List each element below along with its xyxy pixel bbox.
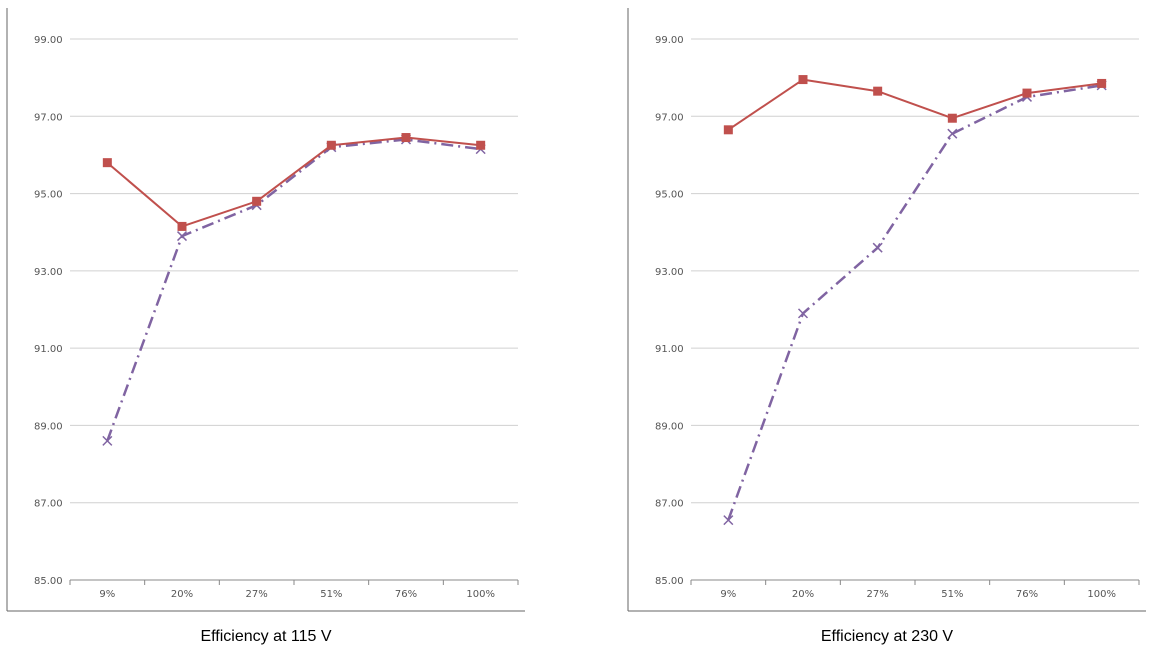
data-point-square xyxy=(1022,88,1032,98)
series-line-solid xyxy=(106,136,481,228)
data-point-x xyxy=(723,515,734,526)
data-point-square xyxy=(476,140,486,150)
x-tick-label: 100% xyxy=(1087,589,1116,600)
x-tick-label: 76% xyxy=(1016,589,1038,600)
series-line-dashdot xyxy=(106,138,481,442)
y-tick-label: 91.00 xyxy=(34,344,63,355)
y-tick-label: 95.00 xyxy=(655,190,684,201)
y-tick-label: 87.00 xyxy=(34,499,63,510)
x-tick-label: 20% xyxy=(171,589,193,600)
data-point-x xyxy=(102,435,113,446)
series-line-solid xyxy=(727,78,1102,131)
x-tick-label: 27% xyxy=(246,589,268,600)
y-tick-label: 89.00 xyxy=(34,421,63,432)
y-tick-label: 99.00 xyxy=(34,35,63,46)
y-tick-label: 87.00 xyxy=(655,499,684,510)
efficiency-chart-115v: 85.00 87.00 89.00 91.00 93.00 95.00 97.00 99.00… xyxy=(6,8,525,612)
chart-caption-115v: Efficiency at 115 V xyxy=(200,628,332,645)
x-tick-label: 76% xyxy=(395,589,417,600)
data-point-x xyxy=(872,242,883,253)
data-point-square xyxy=(798,75,808,85)
data-point-square xyxy=(947,113,957,123)
efficiency-chart-230v: 85.00 87.00 89.00 91.00 93.00 95.00 97.00 99.00… xyxy=(627,8,1146,612)
data-point-x xyxy=(947,128,958,139)
y-tick-label: 91.00 xyxy=(655,344,684,355)
y-tick-label: 89.00 xyxy=(655,421,684,432)
data-point-square xyxy=(102,158,112,168)
data-point-square xyxy=(1097,78,1107,88)
x-tick-label: 20% xyxy=(792,589,814,600)
data-point-x xyxy=(176,231,188,242)
x-tick-label: 9% xyxy=(99,589,115,600)
y-tick-label: 85.00 xyxy=(655,576,684,587)
x-tick-label: 51% xyxy=(320,589,342,600)
data-point-square xyxy=(401,133,411,143)
x-tick-label: 51% xyxy=(941,589,963,600)
chart-panel-115v: 85.00 87.00 89.00 91.00 93.00 95.00 97.00 99.00… xyxy=(6,0,526,612)
series-line-dashdot xyxy=(727,84,1102,521)
x-tick-label: 9% xyxy=(720,589,736,600)
chart-panel-230v: 85.00 87.00 89.00 91.00 93.00 95.00 97.00 99.00… xyxy=(627,0,1147,612)
chart-caption-230v: Efficiency at 230 V xyxy=(820,628,954,645)
y-tick-label: 97.00 xyxy=(655,112,684,123)
data-point-square xyxy=(873,86,883,96)
data-point-square xyxy=(723,125,733,135)
x-tick-label: 100% xyxy=(466,589,495,600)
data-point-square xyxy=(252,196,262,206)
y-tick-label: 97.00 xyxy=(34,112,63,123)
data-point-square xyxy=(326,140,336,150)
y-tick-label: 99.00 xyxy=(655,35,684,46)
data-point-square xyxy=(177,221,187,231)
y-tick-label: 95.00 xyxy=(34,190,63,201)
x-tick-label: 27% xyxy=(867,589,889,600)
y-tick-label: 93.00 xyxy=(655,267,684,278)
data-point-x xyxy=(797,308,809,319)
y-tick-label: 85.00 xyxy=(34,576,63,587)
y-tick-label: 93.00 xyxy=(34,267,63,278)
